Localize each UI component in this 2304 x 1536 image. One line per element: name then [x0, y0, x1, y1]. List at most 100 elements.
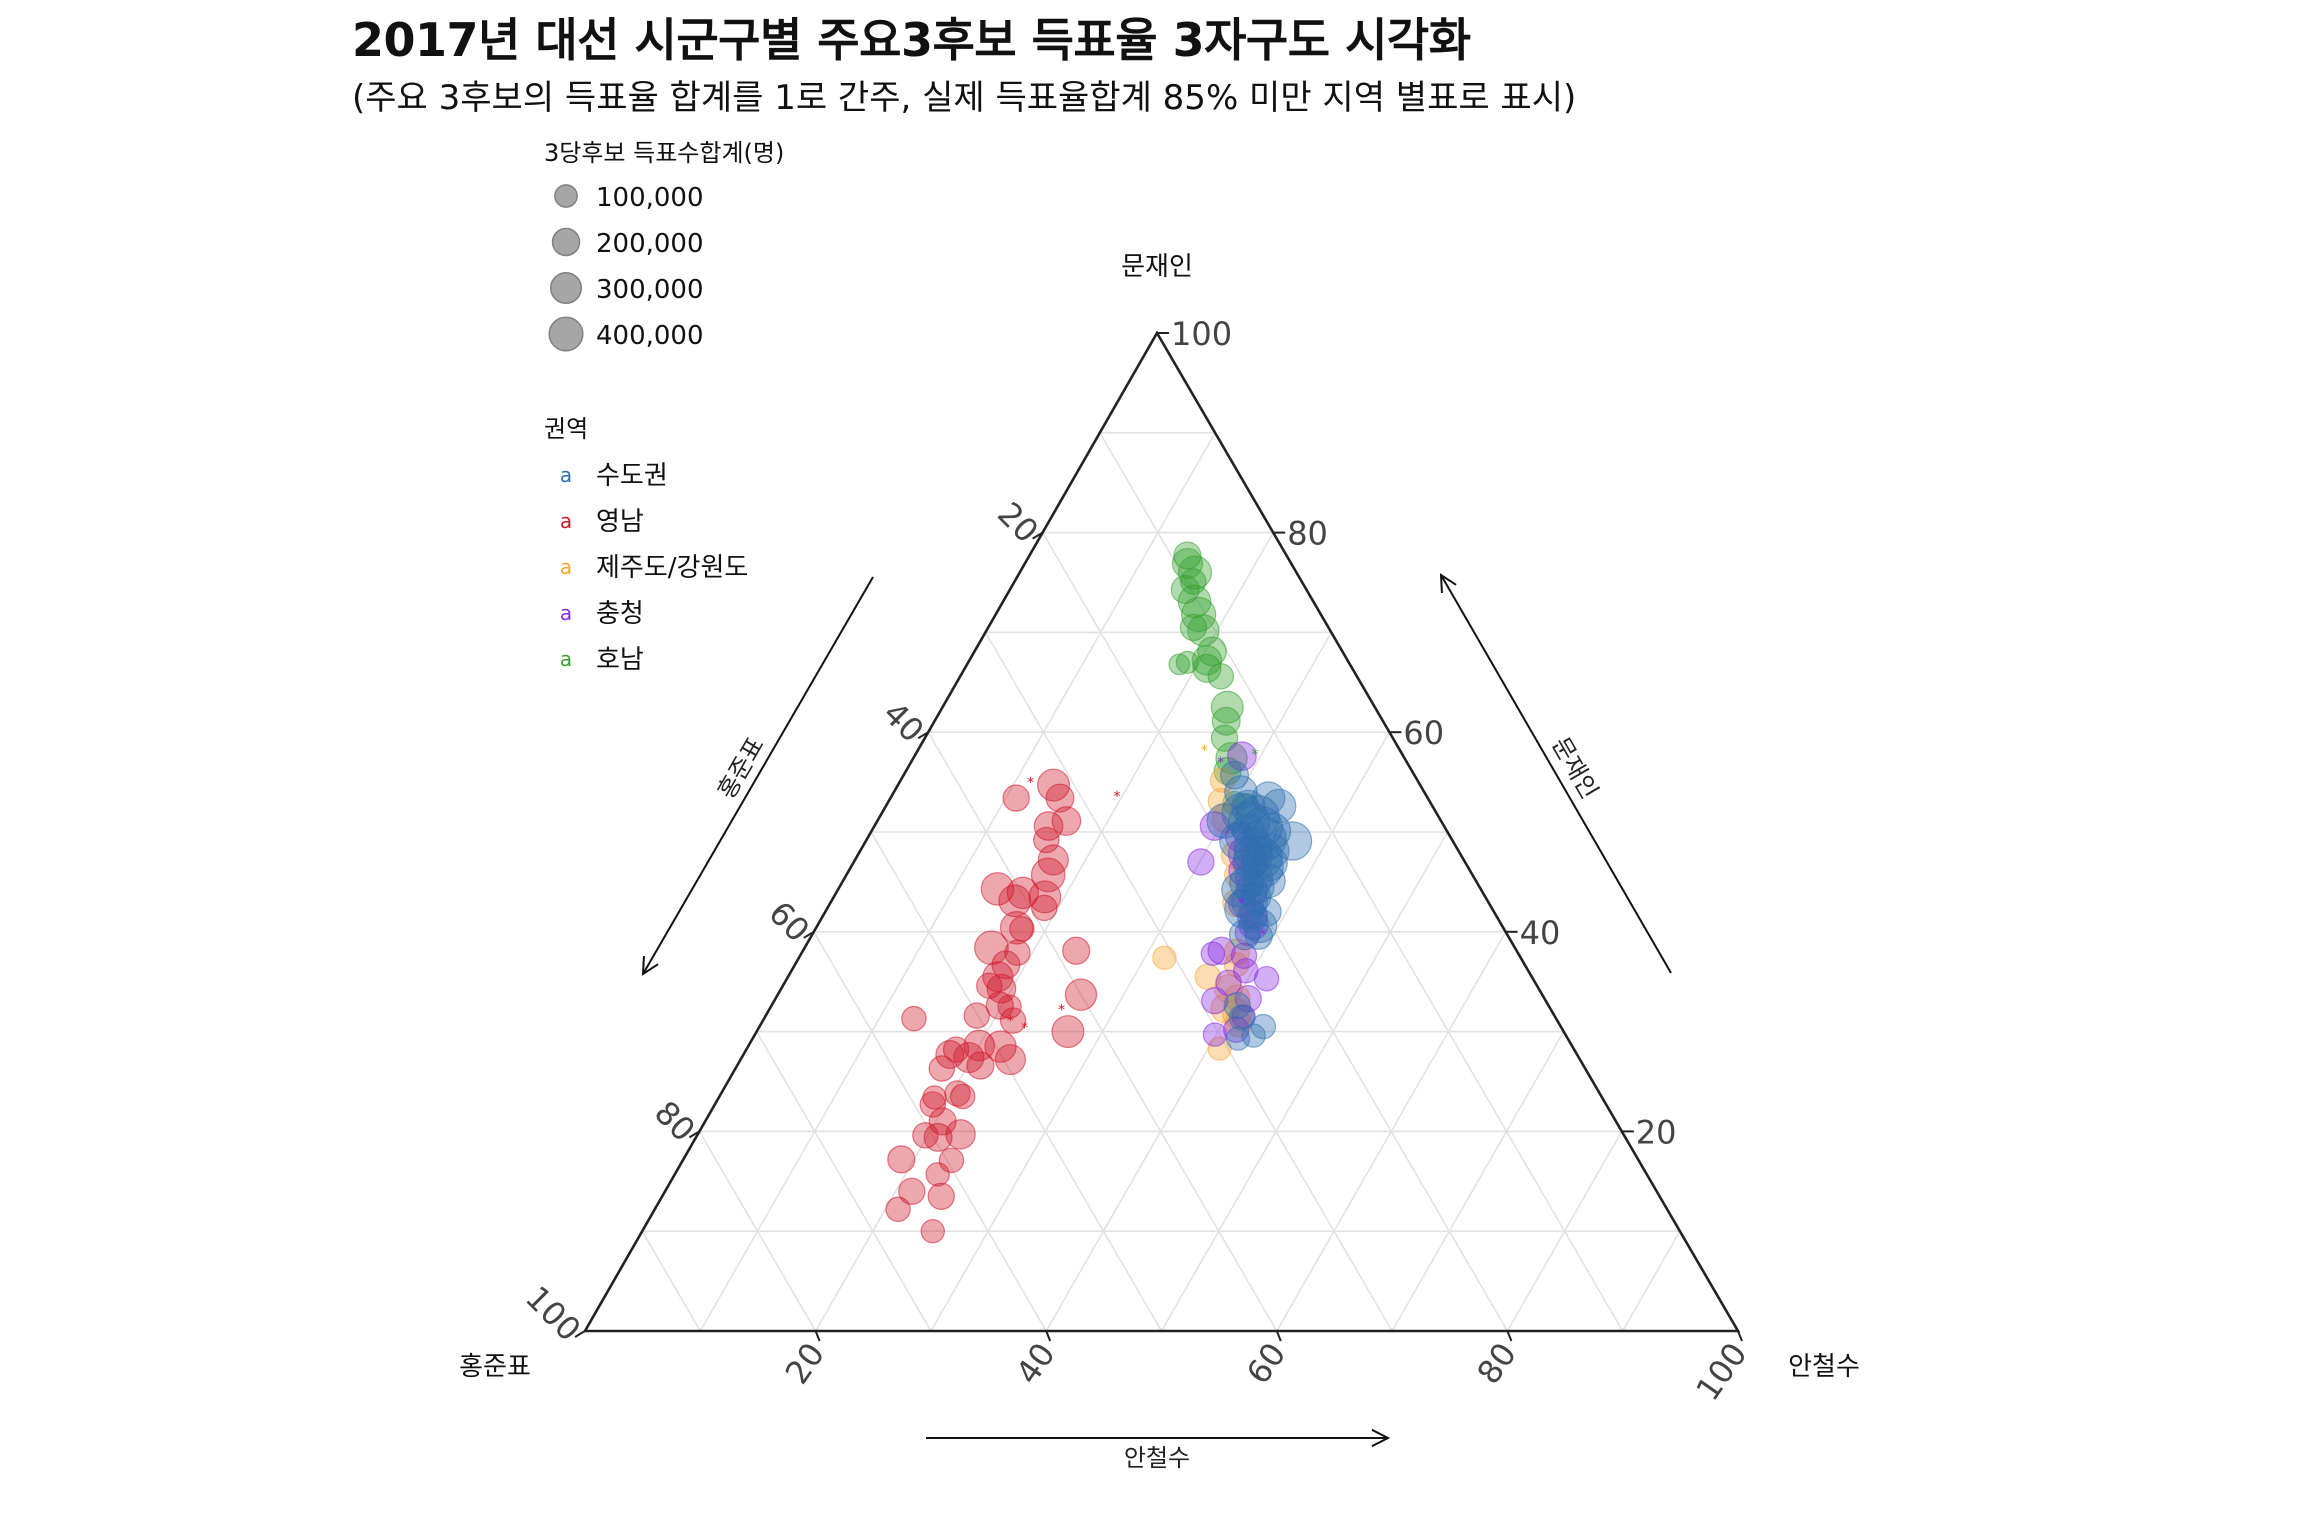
star-marker: *	[1027, 775, 1034, 791]
arrow-right-head	[1439, 573, 1457, 594]
tick-label-right: 60	[1239, 1336, 1293, 1391]
data-point	[980, 872, 1015, 906]
data-point	[963, 1002, 990, 1029]
data-point	[920, 1218, 945, 1244]
grid-line-left	[698, 1130, 817, 1332]
color-legend-label: 호남	[596, 645, 644, 675]
axis-name-left: 홍준표	[459, 1352, 531, 1382]
data-point	[1192, 653, 1222, 683]
chart-subtitle: (주요 3후보의 득표율 합계를 1로 간주, 실제 득표율합계 85% 미만 …	[352, 78, 1577, 118]
data-point	[966, 1051, 995, 1080]
data-point	[945, 1119, 976, 1150]
tick-label-right: 80	[1469, 1336, 1523, 1391]
size-legend-circle	[549, 271, 583, 305]
grid-line-right	[1276, 931, 1507, 1332]
data-point	[1037, 844, 1069, 876]
data-point	[885, 1196, 911, 1222]
star-marker: *	[1217, 755, 1224, 771]
triangle-frame	[582, 330, 1741, 1333]
data-point	[1152, 945, 1177, 970]
data-point	[1261, 788, 1297, 824]
tick-label-top: 60	[1403, 714, 1444, 752]
star-marker: *	[1259, 927, 1266, 943]
data-point	[1253, 965, 1280, 992]
data-point	[997, 994, 1022, 1019]
grid-lines	[641, 431, 1681, 1332]
data-point	[1202, 1022, 1228, 1047]
tick-label-top: 80	[1287, 515, 1328, 553]
data-point	[1045, 783, 1075, 813]
data-point	[1207, 663, 1235, 690]
data-point	[1064, 978, 1098, 1011]
color-legend-key: a	[560, 555, 572, 579]
color-legend-label: 수도권	[596, 461, 668, 491]
data-point	[1223, 991, 1251, 1020]
data-point	[1173, 541, 1202, 570]
triangle-outline	[582, 330, 1741, 1333]
grid-line-left	[813, 931, 1047, 1332]
series-수도권	[1206, 760, 1313, 1051]
data-point	[1051, 1015, 1085, 1049]
tick-mark-left	[803, 930, 815, 939]
data-point	[1028, 880, 1062, 914]
tick-label-right: 40	[1008, 1336, 1062, 1391]
color-legend-label: 제주도/강원도	[596, 553, 748, 583]
data-point	[974, 930, 1009, 966]
tick-label-top: 20	[1636, 1113, 1677, 1151]
data-point	[1002, 784, 1030, 812]
tick-mark-left	[688, 1130, 700, 1139]
data-point	[1051, 806, 1082, 836]
tick-label-left: 100	[518, 1279, 588, 1349]
color-legend-key: a	[560, 647, 572, 671]
data-point	[1227, 741, 1257, 772]
data-point	[1207, 936, 1236, 965]
arrow-label-right: 문재인	[1546, 732, 1603, 803]
tick-mark-right	[1737, 1330, 1743, 1342]
tick-mark-left	[917, 731, 929, 740]
data-point	[1225, 1026, 1251, 1051]
grid-line-right	[1622, 1230, 1681, 1332]
data-point	[1031, 894, 1058, 922]
data-point	[1030, 857, 1066, 893]
tick-mark-right	[1275, 1330, 1282, 1342]
data-point	[1004, 939, 1031, 966]
size-legend-label: 200,000	[596, 229, 704, 259]
star-marker: *	[1007, 1014, 1014, 1030]
grid-line-left	[1099, 432, 1624, 1332]
data-point	[912, 1122, 939, 1149]
color-legend-key: a	[560, 463, 572, 487]
color-legend-key: a	[560, 601, 572, 625]
grid-line-right	[1391, 1031, 1565, 1332]
tick-mark-left	[574, 1330, 586, 1338]
tick-label-right: 100	[1688, 1336, 1754, 1408]
data-point	[1177, 555, 1213, 590]
data-point	[999, 911, 1034, 945]
axis-name-right: 안철수	[1788, 1352, 1860, 1382]
data-point	[1231, 789, 1266, 825]
data-point	[1201, 986, 1229, 1015]
data-point	[1221, 871, 1257, 908]
data-point	[1175, 650, 1199, 674]
series-호남	[1168, 541, 1260, 819]
data-point	[925, 1162, 950, 1187]
color-legend-label: 충청	[596, 599, 644, 629]
tick-mark-right	[1045, 1330, 1052, 1342]
data-point	[1033, 811, 1064, 841]
color-legend-label: 영남	[596, 507, 644, 537]
color-legend-title: 권역	[544, 415, 588, 443]
data-point	[1187, 848, 1215, 876]
legends: 3당후보 득표수합계(명) 100,000 200,000 300,000 400,00…	[544, 139, 784, 675]
data-point	[901, 1005, 927, 1032]
data-point	[949, 1083, 976, 1110]
grid-line-right	[930, 632, 1332, 1332]
data-point	[1242, 908, 1278, 944]
star-marker: *	[1257, 847, 1264, 863]
series-영남	[885, 768, 1098, 1244]
star-marker: *	[1114, 789, 1121, 805]
star-marker: *	[1058, 1003, 1065, 1019]
data-point	[942, 1036, 970, 1063]
data-point	[1200, 941, 1226, 966]
